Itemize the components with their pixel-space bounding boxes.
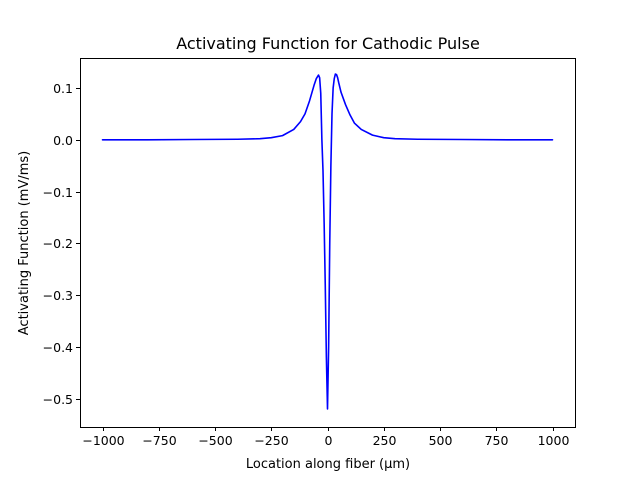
x-tick-label: 500 xyxy=(429,433,453,448)
plot-area xyxy=(80,58,576,428)
x-tick-label: 1000 xyxy=(538,433,570,448)
x-tick-label: 0 xyxy=(325,433,333,448)
x-tick-label: −250 xyxy=(254,433,288,448)
y-tick-label: −0.5 xyxy=(43,392,73,407)
y-tick-label: −0.3 xyxy=(43,288,73,303)
x-tick-label: −500 xyxy=(198,433,232,448)
series-line xyxy=(101,73,554,410)
x-tick-label: −1000 xyxy=(82,433,124,448)
y-tick-label: −0.2 xyxy=(43,236,73,251)
y-axis-label: Activating Function (mV/ms) xyxy=(17,151,32,335)
x-tick-label: 250 xyxy=(373,433,397,448)
x-tick-label: 750 xyxy=(485,433,509,448)
y-tick-label: −0.4 xyxy=(43,340,73,355)
chart-title: Activating Function for Cathodic Pulse xyxy=(176,34,480,53)
y-axis: −0.5 −0.4 −0.3 −0.2 −0.1 0.0 0.1 xyxy=(43,81,80,407)
x-axis-label: Location along fiber (µm) xyxy=(246,457,410,472)
y-tick-label: −0.1 xyxy=(43,185,73,200)
y-tick-label: 0.1 xyxy=(53,81,73,96)
y-tick-label: 0.0 xyxy=(53,133,73,148)
x-tick-label: −750 xyxy=(142,433,176,448)
x-axis: −1000 −750 −500 −250 0 250 500 750 1000 xyxy=(82,427,569,448)
